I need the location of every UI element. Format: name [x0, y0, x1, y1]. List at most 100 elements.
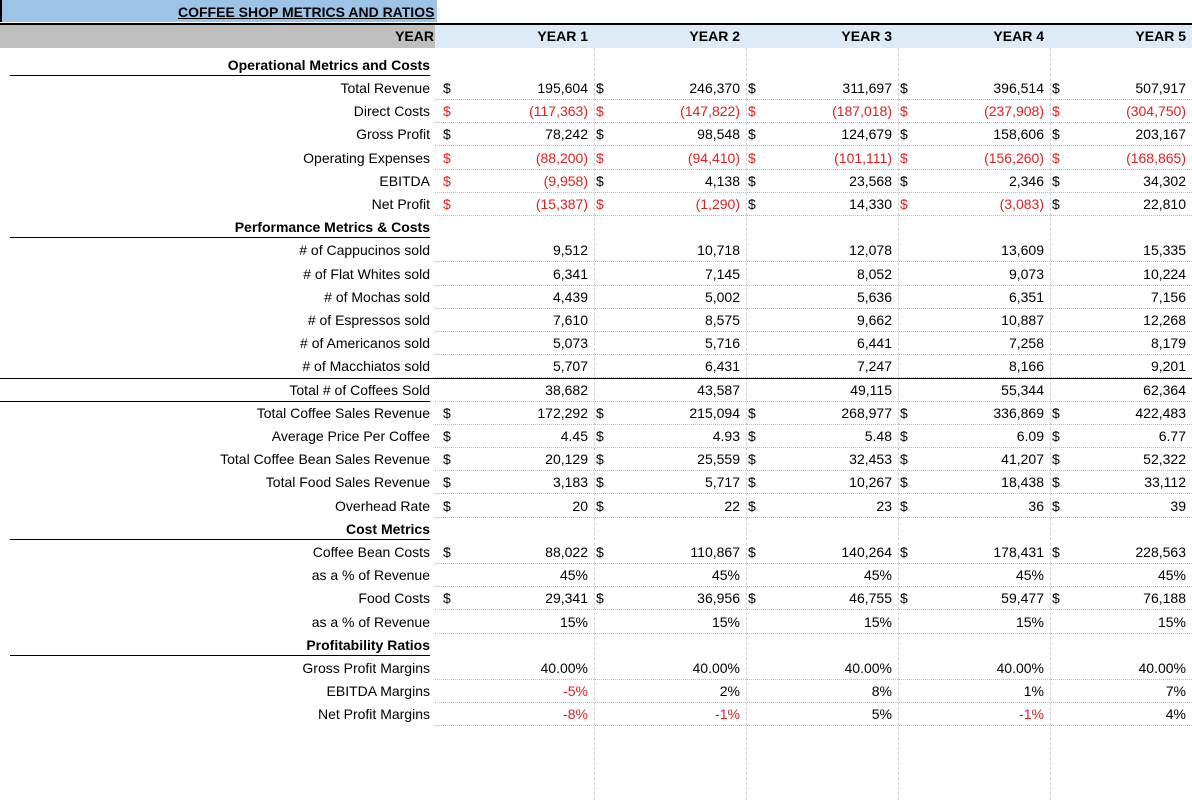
value-cell: (3,083): [999, 196, 1044, 212]
value-cell: 4,138: [704, 172, 740, 189]
value-cell: (304,750): [1126, 103, 1186, 120]
value-cell: 7,156: [1150, 288, 1186, 305]
value-cell: (117,363): [529, 103, 588, 120]
row-label: Total Food Sales Revenue: [265, 474, 430, 491]
row-label: as a % of Revenue: [311, 567, 430, 584]
row-gridline: [435, 168, 1192, 170]
row-gridline: [435, 447, 1192, 448]
currency-symbol: $: [748, 497, 756, 514]
row-label: EBITDA: [379, 172, 430, 189]
currency-symbol: $: [900, 544, 908, 560]
value-cell: 1%: [1023, 683, 1044, 700]
row-gridline: [435, 261, 1192, 263]
value-cell: 158,606: [993, 126, 1044, 143]
row-gridline: [435, 563, 1192, 564]
value-cell: 246,370: [689, 80, 740, 96]
currency-symbol: $: [748, 451, 756, 468]
row-gridline: [435, 609, 1192, 611]
value-cell: 5,717: [704, 474, 740, 491]
value-cell: 8,179: [1150, 335, 1186, 352]
currency-symbol: $: [443, 451, 451, 468]
value-cell: 172,292: [537, 404, 588, 421]
value-cell: 5,716: [704, 335, 740, 352]
value-cell: 9,201: [1150, 358, 1186, 375]
currency-symbol: $: [443, 474, 451, 491]
value-cell: -1%: [1019, 706, 1044, 723]
value-cell: 178,431: [993, 544, 1044, 560]
row-label: # of Cappucinos sold: [299, 242, 430, 259]
row-label: # of Americanos sold: [300, 335, 430, 352]
value-cell: 40.00%: [844, 660, 892, 676]
currency-symbol: $: [596, 428, 604, 444]
value-cell: 7,247: [856, 358, 892, 375]
value-cell: 215,094: [689, 404, 740, 421]
value-cell: -5%: [563, 683, 588, 700]
value-cell: (101,111): [834, 149, 892, 166]
currency-symbol: $: [900, 80, 908, 96]
currency-symbol: $: [443, 126, 451, 143]
row-gridline: [435, 215, 1192, 216]
value-cell: 6,341: [552, 265, 588, 282]
currency-symbol: $: [1052, 126, 1060, 143]
value-cell: 45%: [711, 567, 740, 584]
value-cell: 59,477: [1001, 590, 1044, 607]
row-gridline: [435, 122, 1192, 124]
value-cell: 2,346: [1008, 172, 1044, 189]
section-underline: [10, 74, 430, 76]
row-gridline: [435, 725, 1192, 727]
row-gridline: [435, 586, 1192, 588]
value-cell: 6.09: [1016, 428, 1044, 444]
row-gridline: [435, 284, 1192, 286]
currency-symbol: $: [900, 172, 908, 189]
row-label: Direct Costs: [353, 103, 430, 120]
currency-symbol: $: [1052, 451, 1060, 468]
row-label: Total Coffee Sales Revenue: [256, 404, 430, 421]
currency-symbol: $: [1052, 404, 1060, 421]
value-cell: 396,514: [993, 80, 1044, 96]
value-cell: 12,268: [1143, 312, 1186, 328]
row-label: Total # of Coffees Sold: [289, 381, 430, 398]
value-cell: 43,587: [697, 381, 740, 398]
value-cell: 5,002: [704, 288, 740, 305]
section-title: Profitability Ratios: [306, 636, 430, 653]
value-cell: 55,344: [1001, 381, 1044, 398]
currency-symbol: $: [1052, 497, 1060, 514]
row-label: EBITDA Margins: [326, 683, 430, 700]
value-cell: 15%: [559, 613, 588, 630]
value-cell: 14,330: [849, 196, 892, 212]
value-cell: 20,129: [545, 451, 588, 468]
currency-symbol: $: [1052, 172, 1060, 189]
value-cell: 45%: [559, 567, 588, 584]
value-cell: 15,335: [1143, 242, 1186, 259]
currency-symbol: $: [596, 149, 604, 166]
value-cell: (147,822): [680, 103, 740, 120]
header-cell: YEAR 5: [1135, 28, 1186, 44]
row-gridline: [435, 400, 1192, 402]
currency-symbol: $: [1052, 196, 1060, 212]
currency-symbol: $: [596, 497, 604, 514]
row-gridline: [435, 493, 1192, 495]
value-cell: 9,662: [856, 312, 892, 328]
value-cell: 18,438: [1001, 474, 1044, 491]
value-cell: 34,302: [1143, 172, 1186, 189]
header-years-cell: [435, 25, 1192, 48]
currency-symbol: $: [1052, 149, 1060, 166]
currency-symbol: $: [748, 474, 756, 491]
value-cell: 4.93: [712, 428, 740, 444]
value-cell: 4,439: [552, 288, 588, 305]
currency-symbol: $: [596, 196, 604, 212]
value-cell: 25,559: [697, 451, 740, 468]
value-cell: 15%: [1015, 613, 1044, 630]
value-cell: 15%: [863, 613, 892, 630]
currency-symbol: $: [1052, 590, 1060, 607]
currency-symbol: $: [900, 196, 908, 212]
currency-symbol: $: [596, 474, 604, 491]
value-cell: 10,224: [1143, 265, 1186, 282]
value-cell: 422,483: [1135, 404, 1186, 421]
value-cell: 9,073: [1008, 265, 1044, 282]
value-cell: (9,958): [543, 172, 588, 189]
currency-symbol: $: [900, 404, 908, 421]
currency-symbol: $: [443, 544, 451, 560]
value-cell: 7%: [1165, 683, 1186, 700]
value-cell: 7,610: [552, 312, 588, 328]
